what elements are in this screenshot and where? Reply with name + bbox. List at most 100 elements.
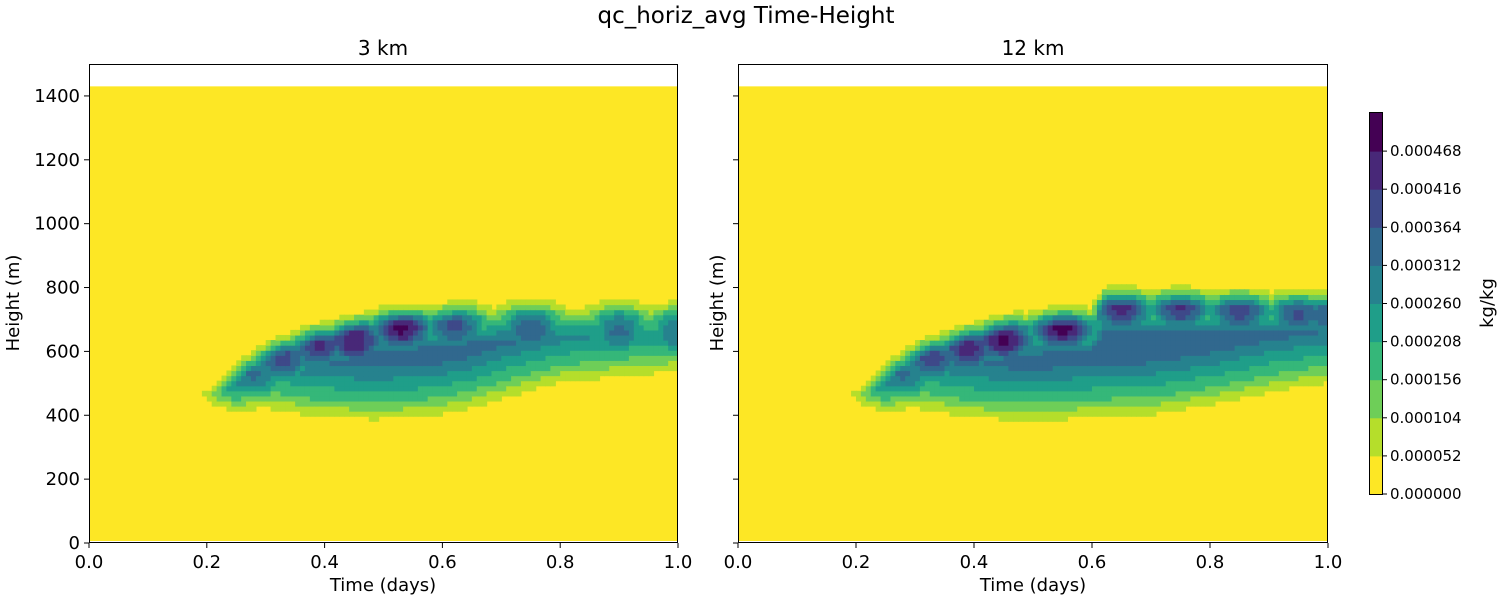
contour-cell: [638, 355, 645, 361]
contour-cell: [1067, 309, 1073, 316]
contour-cell: [1146, 400, 1152, 407]
contour-cell: [1175, 345, 1182, 351]
contour-cell: [560, 375, 566, 382]
contour-cell: [1126, 360, 1132, 367]
contour-cell: [633, 324, 640, 331]
contour-cell: [378, 406, 385, 412]
contour-cell: [206, 395, 213, 402]
contour-cell: [300, 345, 306, 351]
contour-cell: [545, 340, 551, 346]
contour-cell: [555, 319, 561, 326]
contour-cell: [560, 345, 566, 351]
contour-cell: [1180, 329, 1187, 336]
contour-cell: [354, 395, 360, 402]
contour-cell: [1052, 360, 1059, 367]
contour-cell: [1062, 360, 1069, 367]
contour-cell: [452, 319, 458, 326]
contour-cell: [1160, 400, 1167, 407]
contour-cell: [1160, 294, 1167, 301]
contour-cell: [1200, 345, 1206, 351]
contour-cell: [422, 329, 429, 336]
contour-cell: [1234, 350, 1241, 356]
contour-cell: [358, 411, 365, 417]
contour-cell: [246, 360, 252, 367]
contour-cell: [1155, 294, 1162, 301]
contour-cell: [511, 329, 517, 336]
contour-cell: [1308, 319, 1314, 326]
contour-cell: [393, 314, 399, 321]
contour-cell: [1175, 390, 1182, 397]
contour-cell: [1155, 380, 1162, 387]
contour-cell: [417, 360, 424, 367]
colorbar-band: [1370, 265, 1382, 304]
contour-cell: [290, 329, 296, 336]
contour-cell: [594, 360, 601, 367]
contour-cell: [378, 340, 385, 346]
contour-cell: [1283, 319, 1290, 326]
contour-cell: [624, 340, 630, 346]
contour-cell: [1121, 380, 1128, 387]
contour-cell: [358, 380, 365, 387]
contour-cell: [319, 350, 326, 356]
contour-cell: [988, 411, 995, 417]
contour-cell: [427, 334, 434, 341]
contour-cell: [226, 375, 232, 382]
contour-cell: [924, 390, 931, 397]
contour-cell: [344, 411, 350, 417]
contour-cell: [329, 340, 336, 346]
contour-cell: [520, 355, 527, 361]
contour-cell: [1033, 406, 1039, 412]
contour-cell: [988, 314, 995, 321]
contour-cell: [619, 355, 625, 361]
contour-cell: [255, 385, 262, 392]
contour-cell: [255, 365, 262, 372]
contour-cell: [998, 340, 1005, 346]
contour-cell: [1008, 365, 1014, 372]
contour-cell: [1244, 304, 1250, 311]
contour-cell: [1298, 334, 1305, 341]
contour-cell: [1018, 309, 1024, 316]
contour-cell: [295, 334, 301, 341]
contour-cell: [1229, 309, 1236, 316]
contour-cell: [1062, 416, 1069, 422]
contour-cell: [628, 299, 635, 306]
contour-cell: [511, 390, 517, 397]
contour-cell: [1313, 309, 1319, 316]
contour-cell: [354, 355, 360, 361]
contour-cell: [476, 324, 483, 331]
contour-cell: [393, 304, 399, 311]
contour-cell: [934, 400, 941, 407]
contour-cell: [589, 340, 596, 346]
contour-cell: [236, 406, 242, 412]
contour-cell: [1210, 324, 1216, 331]
contour-cell: [481, 319, 488, 326]
contour-cell: [535, 319, 542, 326]
contour-cell: [388, 304, 394, 311]
contour-cell: [589, 345, 596, 351]
contour-cell: [1229, 345, 1236, 351]
contour-cell: [211, 400, 218, 407]
contour-cell: [1003, 380, 1010, 387]
contour-cell: [1057, 416, 1064, 422]
contour-cell: [368, 365, 375, 372]
contour-cell: [1244, 309, 1250, 316]
contour-cell: [1121, 365, 1128, 372]
contour-cell: [668, 329, 674, 336]
contour-cell: [1008, 375, 1014, 382]
contour-cell: [481, 360, 488, 367]
contour-cell: [929, 380, 936, 387]
contour-cell: [452, 345, 458, 351]
contour-cell: [1003, 345, 1010, 351]
contour-cell: [589, 324, 596, 331]
contour-cell: [993, 345, 1000, 351]
contour-cell: [1234, 319, 1241, 326]
contour-cell: [408, 345, 414, 351]
contour-cell: [1131, 304, 1137, 311]
contour-cell: [1008, 314, 1014, 321]
contour-cell: [856, 395, 862, 402]
contour-cell: [1136, 304, 1142, 311]
contour-cell: [658, 365, 664, 372]
contour-cell: [1155, 299, 1162, 306]
contour-cell: [329, 380, 336, 387]
contour-cell: [1323, 314, 1328, 321]
